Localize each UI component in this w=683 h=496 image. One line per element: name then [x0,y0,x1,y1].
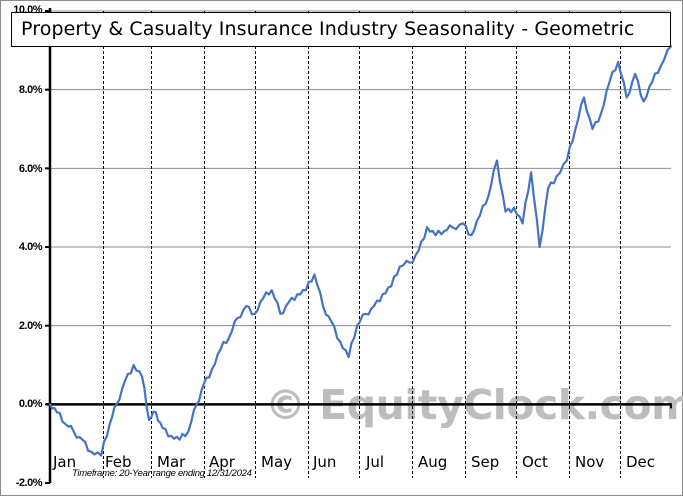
x-tick-label-jun: Jun [313,453,337,471]
chart-title: Property & Casualty Insurance Industry S… [21,18,635,40]
timeframe-note: Timeframe: 20-Year range ending 12/31/20… [72,468,252,479]
x-tick-label-dec: Dec [626,453,656,471]
x-tick-label-apr: Apr [209,453,235,471]
y-tick-label-0: 0.0% [18,398,43,410]
seasonality-line [48,45,673,457]
x-tick-label-may: May [261,453,293,471]
x-tick-label-feb: Feb [105,453,132,471]
axes [45,8,672,484]
x-tick-label-nov: Nov [575,453,605,471]
y-tick-label-6: 6.0% [18,163,43,175]
month-dividers [103,11,621,478]
y-tick-label-8: 8.0% [18,84,43,96]
x-tick-label-jan: Jan [53,453,77,471]
x-tick-label-jul: Jul [366,453,385,471]
x-tick-label-aug: Aug [418,453,448,471]
x-tick-label-sep: Sep [471,453,500,471]
x-tick-label-mar: Mar [157,453,186,471]
chart-title-box: Property & Casualty Insurance Industry S… [11,12,671,47]
y-tick-label-neg2: -2.0% [15,477,43,489]
y-tick-label-2: 2.0% [18,320,43,332]
horizontal-gridlines [50,10,671,327]
x-tick-label-oct: Oct [522,453,548,471]
y-tick-label-4: 4.0% [18,241,43,253]
